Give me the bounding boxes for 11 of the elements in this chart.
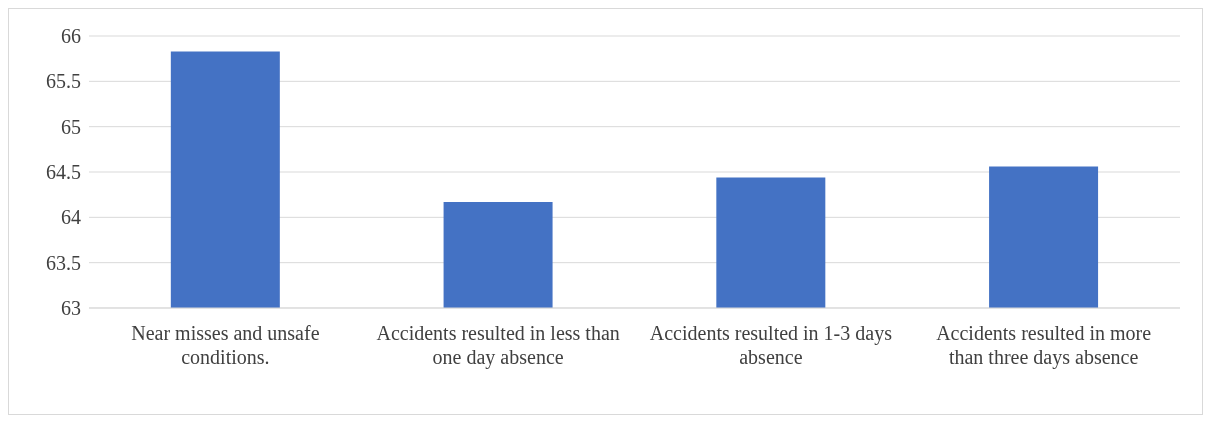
x-tick-label: Accidents resulted in 1-3 days absence	[649, 322, 893, 368]
y-tick-label: 63.5	[46, 251, 81, 274]
y-tick-label: 64.5	[46, 161, 81, 184]
x-tick-label: Accidents resulted in less than one day absence	[376, 322, 620, 369]
y-tick-label: 64	[61, 206, 81, 229]
y-tick-label: 65.5	[46, 70, 81, 93]
y-tick-label: 63	[61, 297, 81, 320]
y-tick-label: 66	[61, 25, 81, 48]
x-tick-label: Accidents resulted in more than three days absence	[936, 322, 1152, 369]
y-tick-label: 65	[61, 115, 81, 138]
x-tick-label: Near misses and unsafe conditions.	[131, 322, 320, 368]
